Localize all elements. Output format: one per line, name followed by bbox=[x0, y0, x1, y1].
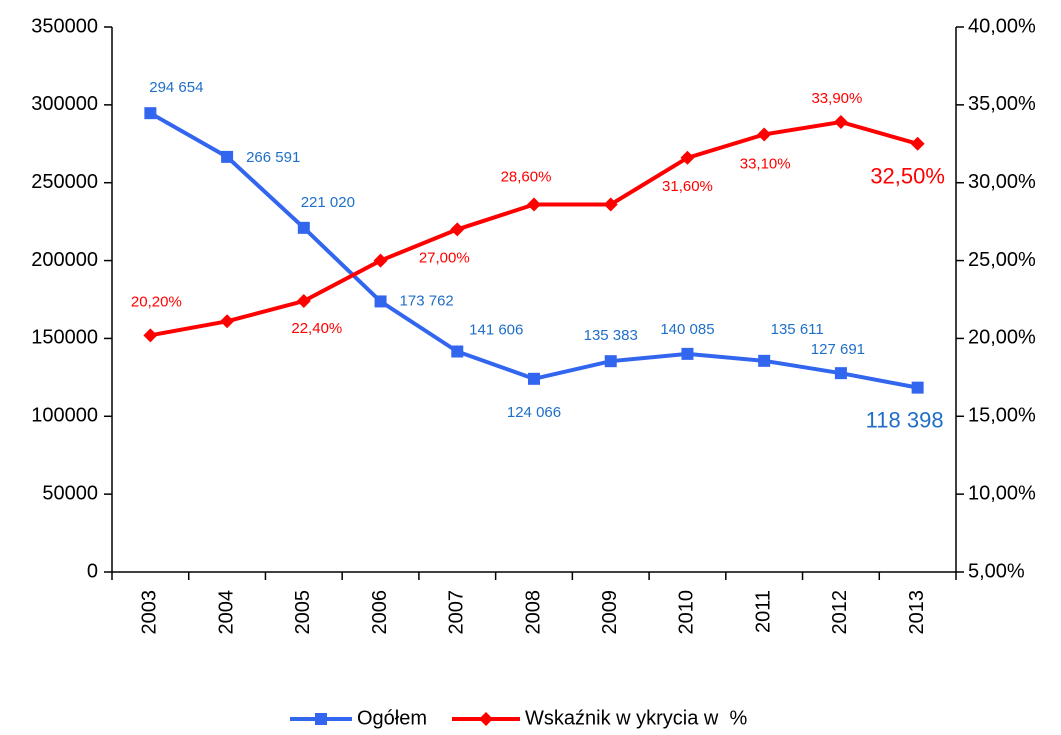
x-tick-label: 2013 bbox=[906, 590, 928, 635]
data-label: 173 762 bbox=[400, 292, 454, 309]
x-tick-label: 2011 bbox=[752, 590, 774, 633]
y-tick-label: 350000 bbox=[31, 15, 98, 37]
marker bbox=[834, 367, 847, 380]
y2-tick-label: 30,00% bbox=[968, 171, 1036, 193]
marker bbox=[603, 197, 618, 212]
y2-tick-label: 25,00% bbox=[968, 249, 1036, 271]
data-label: 31,60% bbox=[662, 178, 713, 195]
marker bbox=[144, 107, 157, 120]
y-tick-label: 300000 bbox=[31, 93, 98, 115]
x-tick-label: 2012 bbox=[829, 590, 851, 635]
data-label: 135 611 bbox=[771, 321, 824, 338]
data-label: 20,20% bbox=[131, 293, 182, 310]
data-label: 127 691 bbox=[811, 341, 865, 358]
marker bbox=[143, 328, 158, 343]
data-label: 135 383 bbox=[584, 327, 638, 344]
marker bbox=[528, 372, 540, 385]
data-label: 221 020 bbox=[301, 194, 355, 211]
marker bbox=[450, 222, 465, 237]
legend-label: Ogółem bbox=[357, 707, 427, 729]
data-label: 33,10% bbox=[740, 155, 791, 172]
y-tick-label: 200000 bbox=[31, 249, 98, 271]
marker bbox=[910, 136, 925, 151]
legend-marker bbox=[315, 713, 327, 725]
marker bbox=[604, 355, 617, 368]
x-tick-label: 2005 bbox=[292, 590, 314, 635]
marker bbox=[220, 314, 235, 329]
legend-marker bbox=[479, 712, 493, 726]
data-label: 27,00% bbox=[419, 249, 470, 266]
x-tick-label: 2010 bbox=[676, 590, 698, 635]
y-tick-label: 100000 bbox=[31, 405, 98, 427]
marker bbox=[757, 127, 772, 142]
x-tick-label: 2008 bbox=[522, 590, 544, 635]
data-label: 141 606 bbox=[469, 321, 523, 338]
marker bbox=[374, 295, 387, 308]
marker bbox=[681, 347, 694, 360]
x-tick-label: 2006 bbox=[369, 590, 391, 635]
y2-tick-label: 40,00% bbox=[968, 15, 1036, 37]
y2-tick-label: 15,00% bbox=[968, 405, 1036, 427]
x-tick-label: 2009 bbox=[599, 590, 621, 635]
marker bbox=[373, 253, 388, 268]
data-label: 28,60% bbox=[501, 168, 552, 185]
y2-tick-label: 5,00% bbox=[968, 560, 1025, 582]
marker bbox=[833, 114, 848, 129]
y-tick-label: 150000 bbox=[31, 327, 98, 349]
marker bbox=[680, 150, 695, 165]
data-label: 266 591 bbox=[246, 149, 300, 166]
marker bbox=[221, 150, 234, 163]
marker bbox=[296, 294, 311, 309]
data-label: 118 398 bbox=[866, 407, 944, 432]
y2-tick-label: 10,00% bbox=[968, 482, 1036, 504]
marker bbox=[911, 381, 924, 394]
data-label: 140 085 bbox=[660, 321, 714, 338]
y2-tick-label: 20,00% bbox=[968, 327, 1036, 349]
y-tick-label: 250000 bbox=[31, 171, 98, 193]
x-tick-label: 2007 bbox=[446, 590, 468, 635]
data-label: 294 654 bbox=[149, 79, 203, 96]
legend-label: Wskaźnik w ykrycia w % bbox=[525, 707, 747, 729]
marker bbox=[297, 221, 310, 234]
marker bbox=[451, 345, 464, 358]
data-label: 124 066 bbox=[507, 404, 561, 421]
marker bbox=[527, 197, 541, 212]
data-label: 22,40% bbox=[291, 320, 342, 337]
y-tick-label: 0 bbox=[87, 560, 98, 582]
y2-tick-label: 35,00% bbox=[968, 93, 1036, 115]
y-tick-label: 50000 bbox=[42, 482, 98, 504]
x-tick-label: 2004 bbox=[215, 590, 237, 635]
data-label: 33,90% bbox=[811, 90, 862, 107]
x-tick-label: 2003 bbox=[139, 590, 161, 635]
marker bbox=[758, 354, 771, 367]
data-label: 32,50% bbox=[870, 164, 945, 189]
